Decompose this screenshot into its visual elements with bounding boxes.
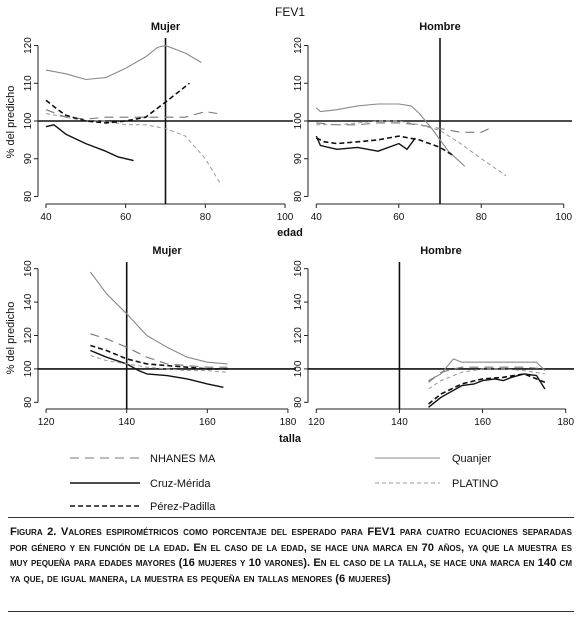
x-tick-label: 160 bbox=[474, 417, 491, 428]
x-tick-label: 140 bbox=[391, 417, 408, 428]
x-tick-label: 180 bbox=[280, 417, 297, 428]
panel-title: Mujer bbox=[151, 21, 181, 33]
y-tick-label: 80 bbox=[23, 190, 34, 202]
series-platino bbox=[428, 368, 545, 390]
series-quanjer bbox=[428, 358, 546, 382]
legend-label: NHANES MA bbox=[150, 453, 216, 465]
x-tick-label: 100 bbox=[555, 212, 572, 223]
series-nhanes bbox=[90, 333, 228, 368]
x-tick-label: 60 bbox=[393, 212, 405, 223]
x-axis-label-edad: edad bbox=[277, 227, 303, 239]
figure-canvas: FEV1 edad talla % del predicho % del pre… bbox=[5, 5, 574, 513]
y-tick-label: 160 bbox=[293, 260, 304, 277]
series-cruz bbox=[45, 124, 134, 162]
y-tick-label: 160 bbox=[23, 260, 34, 277]
x-tick-label: 40 bbox=[40, 212, 52, 223]
panel-1: Mujer 80 90 100 110 120 40 60 80 100 bbox=[23, 21, 294, 223]
series-quanjer bbox=[89, 271, 228, 365]
y-tick-label: 100 bbox=[293, 360, 304, 377]
x-tick-label: 120 bbox=[38, 417, 55, 428]
legend-label: Quanjer bbox=[452, 453, 491, 465]
legend-item-cruz: Cruz-Mérida bbox=[70, 478, 211, 490]
series-perez bbox=[45, 82, 190, 124]
x-tick-label: 120 bbox=[308, 417, 325, 428]
series-perez bbox=[428, 373, 546, 405]
y-tick-label: 120 bbox=[23, 327, 34, 344]
series-cruz bbox=[315, 135, 416, 152]
y-tick-label: 90 bbox=[293, 153, 304, 165]
series-nhanes bbox=[45, 109, 218, 120]
y-tick-label: 100 bbox=[23, 360, 34, 377]
x-tick-label: 60 bbox=[120, 212, 132, 223]
series-quanjer bbox=[315, 103, 466, 167]
series-quanjer bbox=[45, 44, 202, 81]
panel-title: Mujer bbox=[152, 245, 182, 257]
y-tick-label: 80 bbox=[293, 190, 304, 202]
y-tick-label: 120 bbox=[23, 37, 34, 54]
series-perez bbox=[90, 344, 228, 370]
figure-title: FEV1 bbox=[275, 5, 305, 19]
legend-item-nhanes: NHANES MA bbox=[70, 453, 216, 465]
x-tick-label: 140 bbox=[118, 417, 135, 428]
legend-label: Pérez-Padilla bbox=[150, 501, 216, 513]
x-tick-label: 80 bbox=[476, 212, 488, 223]
series-nhanes bbox=[316, 122, 490, 133]
y-tick-label: 120 bbox=[293, 37, 304, 54]
y-axis-label-bottom: % del predicho bbox=[5, 302, 17, 375]
panel-3: Mujer 80 100 120 140 160 120 140 160 180 bbox=[23, 245, 297, 428]
series-platino bbox=[316, 120, 507, 177]
y-tick-label: 90 bbox=[23, 153, 34, 165]
panel-title: Hombre bbox=[420, 245, 462, 257]
y-tick-label: 140 bbox=[293, 293, 304, 310]
y-axis-label-top: % del predicho bbox=[5, 86, 17, 159]
panel-title: Hombre bbox=[419, 21, 461, 33]
legend-item-perez: Pérez-Padilla bbox=[70, 501, 216, 513]
legend-label: PLATINO bbox=[452, 478, 499, 490]
series-platino bbox=[90, 355, 228, 373]
y-tick-label: 100 bbox=[23, 112, 34, 129]
legend: NHANES MA Quanjer Cruz-Mérida PLATINO Pérez-… bbox=[70, 453, 499, 513]
series-cruz bbox=[90, 349, 224, 388]
x-tick-label: 80 bbox=[200, 212, 212, 223]
series-cruz bbox=[428, 373, 546, 408]
figure-caption: Figura 2. Valores espirométricos como po… bbox=[10, 526, 572, 585]
y-tick-label: 80 bbox=[293, 396, 304, 408]
y-tick-label: 80 bbox=[23, 396, 34, 408]
x-tick-label: 100 bbox=[277, 212, 294, 223]
chart-panels: Mujer 80 90 100 110 120 40 60 80 100 Hombre 80 90 100… bbox=[23, 21, 574, 428]
x-tick-label: 40 bbox=[311, 212, 323, 223]
series-perez bbox=[315, 135, 453, 156]
x-tick-label: 160 bbox=[199, 417, 216, 428]
y-tick-label: 120 bbox=[293, 327, 304, 344]
x-tick-label: 180 bbox=[557, 417, 574, 428]
y-tick-label: 100 bbox=[293, 112, 304, 129]
x-axis-label-talla: talla bbox=[279, 433, 302, 445]
y-tick-label: 110 bbox=[23, 75, 34, 91]
legend-item-quanjer: Quanjer bbox=[375, 453, 491, 465]
panel-2: Hombre 80 90 100 110 120 40 60 80 100 bbox=[293, 21, 573, 223]
caption-bottom-rule bbox=[8, 611, 574, 612]
legend-item-platino: PLATINO bbox=[375, 478, 499, 490]
series-platino bbox=[45, 113, 222, 186]
y-tick-label: 110 bbox=[293, 75, 304, 91]
y-tick-label: 140 bbox=[23, 293, 34, 310]
series-nhanes bbox=[428, 366, 545, 383]
panel-4: Hombre 80 100 120 140 160 120 140 160 180 bbox=[293, 245, 574, 428]
caption-top-rule bbox=[8, 517, 574, 518]
legend-label: Cruz-Mérida bbox=[150, 478, 211, 490]
